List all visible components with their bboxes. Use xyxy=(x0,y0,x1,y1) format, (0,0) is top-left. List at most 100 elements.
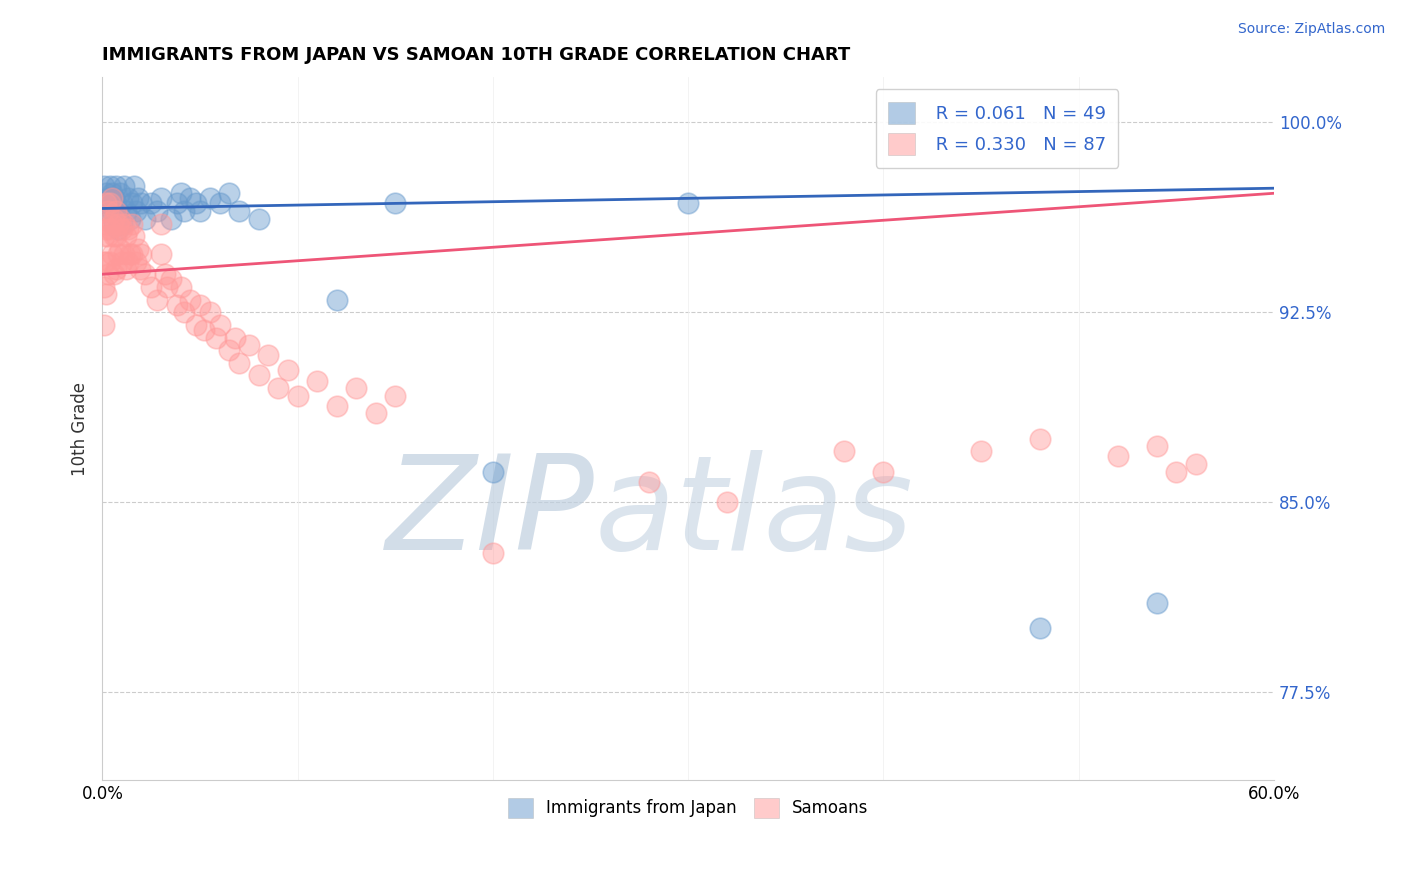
Point xyxy=(108,242,131,256)
Point xyxy=(224,330,246,344)
Point xyxy=(257,348,280,362)
Point xyxy=(238,338,260,352)
Point xyxy=(117,191,139,205)
Point xyxy=(107,217,129,231)
Point xyxy=(96,221,118,235)
Point xyxy=(179,293,201,307)
Point xyxy=(173,204,195,219)
Point xyxy=(325,293,347,307)
Point xyxy=(267,381,290,395)
Point xyxy=(482,545,505,559)
Point xyxy=(141,280,163,294)
Point xyxy=(93,229,115,244)
Point xyxy=(121,196,143,211)
Point xyxy=(127,191,149,205)
Point xyxy=(103,191,125,205)
Point xyxy=(107,247,129,261)
Point xyxy=(834,444,856,458)
Point xyxy=(121,247,143,261)
Point xyxy=(141,196,163,211)
Point xyxy=(188,204,211,219)
Point xyxy=(1028,432,1050,446)
Point xyxy=(186,318,208,332)
Point xyxy=(101,186,124,201)
Legend: Immigrants from Japan, Samoans: Immigrants from Japan, Samoans xyxy=(502,791,875,825)
Point xyxy=(111,217,134,231)
Point xyxy=(166,196,188,211)
Point xyxy=(1166,465,1188,479)
Point xyxy=(101,247,124,261)
Point xyxy=(218,343,240,358)
Point xyxy=(107,204,129,219)
Point xyxy=(1185,457,1208,471)
Point xyxy=(204,330,226,344)
Point xyxy=(146,293,169,307)
Point xyxy=(122,229,145,244)
Point xyxy=(105,178,128,193)
Point xyxy=(103,229,125,244)
Point xyxy=(208,196,231,211)
Point xyxy=(247,211,270,226)
Point xyxy=(247,368,270,383)
Point xyxy=(93,178,115,193)
Point xyxy=(1146,439,1168,453)
Point xyxy=(97,267,120,281)
Point xyxy=(156,280,179,294)
Point xyxy=(112,178,135,193)
Point xyxy=(96,254,118,268)
Point xyxy=(228,356,250,370)
Point xyxy=(676,196,699,211)
Point xyxy=(127,242,149,256)
Point xyxy=(128,262,150,277)
Point xyxy=(93,318,115,332)
Point xyxy=(97,191,120,205)
Point xyxy=(307,374,329,388)
Point xyxy=(97,229,120,244)
Point xyxy=(159,211,181,226)
Point xyxy=(166,297,188,311)
Point xyxy=(107,221,129,235)
Point xyxy=(150,217,173,231)
Point xyxy=(112,247,135,261)
Point xyxy=(111,221,134,235)
Point xyxy=(96,196,118,211)
Point xyxy=(98,196,121,211)
Point xyxy=(97,204,120,219)
Point xyxy=(638,475,661,489)
Point xyxy=(93,217,115,231)
Point xyxy=(108,186,131,201)
Point xyxy=(228,204,250,219)
Point xyxy=(186,196,208,211)
Point xyxy=(101,204,124,219)
Point xyxy=(872,465,894,479)
Point xyxy=(117,221,139,235)
Point xyxy=(277,363,299,377)
Point xyxy=(124,254,146,268)
Point xyxy=(105,229,128,244)
Point xyxy=(98,221,121,235)
Point xyxy=(325,399,347,413)
Point xyxy=(193,323,215,337)
Point xyxy=(105,262,128,277)
Point xyxy=(98,178,121,193)
Point xyxy=(105,196,128,211)
Point xyxy=(121,217,143,231)
Point xyxy=(103,217,125,231)
Point xyxy=(150,247,173,261)
Point xyxy=(112,217,135,231)
Point xyxy=(384,196,406,211)
Point xyxy=(146,204,169,219)
Point xyxy=(344,381,367,395)
Point xyxy=(173,305,195,319)
Point xyxy=(115,204,138,219)
Point xyxy=(131,196,153,211)
Point xyxy=(93,280,115,294)
Point xyxy=(970,444,993,458)
Point xyxy=(179,191,201,205)
Point xyxy=(96,186,118,201)
Point xyxy=(103,267,125,281)
Point xyxy=(364,406,387,420)
Point xyxy=(111,254,134,268)
Point xyxy=(117,254,139,268)
Point xyxy=(101,191,124,205)
